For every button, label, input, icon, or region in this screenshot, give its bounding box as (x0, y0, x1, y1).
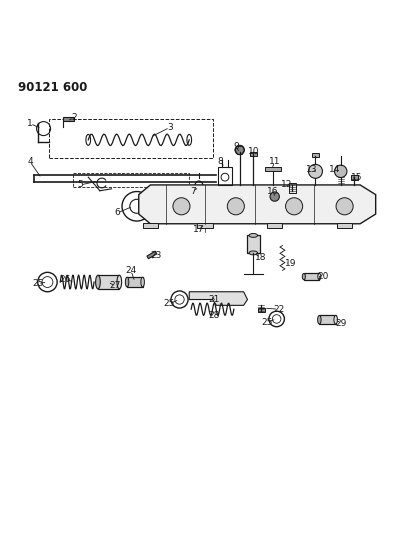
Ellipse shape (249, 251, 258, 255)
Bar (320, 316, 336, 324)
Polygon shape (189, 292, 247, 305)
Bar (250, 152, 257, 156)
Bar (258, 309, 265, 312)
Bar (351, 175, 358, 180)
Bar (197, 223, 212, 228)
Bar (143, 223, 158, 228)
Text: 25: 25 (261, 318, 273, 327)
Text: 25: 25 (32, 279, 43, 288)
Text: 7: 7 (190, 187, 196, 196)
Text: 20: 20 (318, 272, 329, 281)
Text: 25: 25 (164, 300, 175, 308)
Bar (147, 251, 157, 259)
Text: 1: 1 (27, 119, 33, 128)
Ellipse shape (96, 275, 100, 289)
Circle shape (309, 164, 322, 179)
Ellipse shape (334, 316, 337, 324)
Text: 21: 21 (209, 295, 220, 304)
Ellipse shape (318, 273, 321, 280)
Ellipse shape (117, 275, 122, 289)
Text: 5: 5 (78, 181, 84, 189)
Text: 13: 13 (306, 165, 317, 174)
Bar (73, 173, 189, 187)
Ellipse shape (125, 277, 129, 287)
Ellipse shape (302, 273, 305, 280)
Text: 18: 18 (255, 253, 267, 262)
Circle shape (227, 198, 244, 215)
Text: 27: 27 (110, 281, 121, 290)
Circle shape (335, 165, 347, 177)
Text: 26: 26 (59, 275, 71, 284)
Text: 90121 600: 90121 600 (18, 82, 88, 94)
Bar (304, 273, 320, 280)
Text: 11: 11 (269, 157, 281, 166)
Bar (127, 277, 143, 287)
Circle shape (173, 198, 190, 215)
Text: 15: 15 (351, 173, 362, 182)
Text: 9: 9 (233, 142, 239, 151)
Text: 4: 4 (27, 157, 33, 166)
Circle shape (270, 192, 279, 201)
Bar (63, 117, 74, 121)
Text: 12: 12 (281, 181, 292, 189)
Ellipse shape (318, 316, 321, 324)
Bar (265, 167, 281, 171)
Text: 10: 10 (247, 148, 259, 156)
Text: 22: 22 (273, 305, 284, 314)
Text: 29: 29 (336, 319, 347, 328)
Text: 3: 3 (167, 123, 173, 132)
Bar (218, 167, 232, 185)
Bar (247, 236, 260, 253)
Text: 6: 6 (115, 208, 120, 217)
Text: 16: 16 (267, 188, 279, 197)
Bar (312, 153, 319, 157)
Text: 17: 17 (193, 225, 205, 234)
Polygon shape (139, 185, 376, 224)
Ellipse shape (249, 233, 258, 237)
Text: 2: 2 (72, 113, 78, 122)
Ellipse shape (141, 277, 144, 287)
Text: 24: 24 (125, 266, 137, 275)
Bar (337, 223, 352, 228)
Text: 14: 14 (329, 165, 340, 174)
Text: 8: 8 (217, 157, 223, 166)
Circle shape (235, 146, 244, 155)
Text: 19: 19 (284, 259, 296, 268)
Bar (98, 275, 119, 289)
Bar (49, 119, 212, 158)
Circle shape (336, 198, 353, 215)
Circle shape (286, 198, 303, 215)
Bar (267, 223, 282, 228)
Text: 28: 28 (209, 311, 220, 320)
Bar (289, 183, 296, 193)
Text: 23: 23 (151, 251, 162, 260)
